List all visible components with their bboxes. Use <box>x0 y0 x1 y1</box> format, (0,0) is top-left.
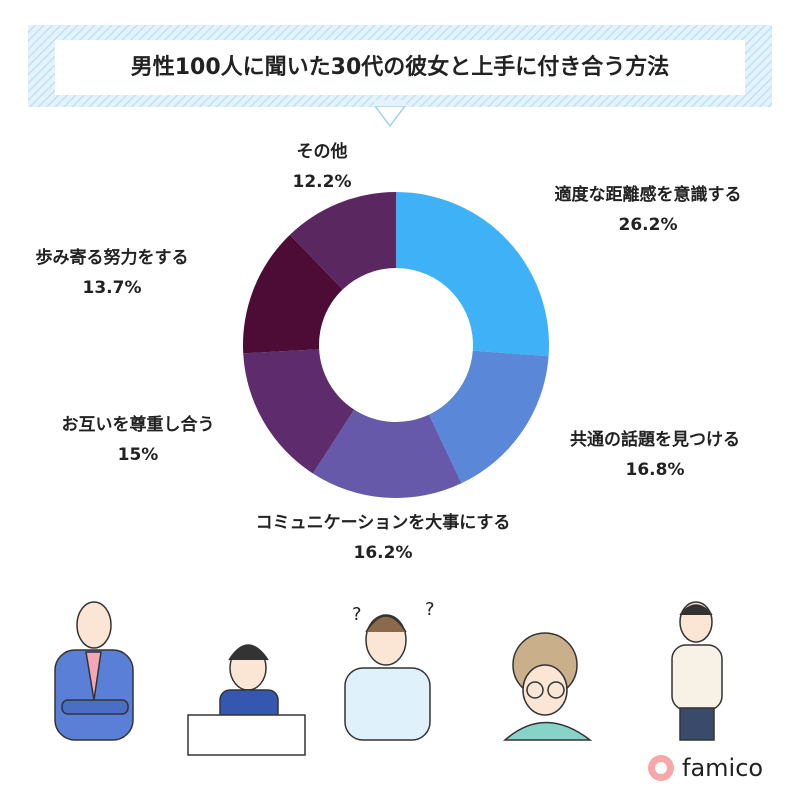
decoration: ? <box>425 599 435 620</box>
decoration: ? <box>352 604 362 625</box>
value-label: 26.2% <box>619 215 678 235</box>
category-label: コミュニケーションを大事にする <box>256 512 511 533</box>
category-label: お互いを尊重し合う <box>62 414 215 435</box>
donut-slice <box>396 192 549 357</box>
category-label: 共通の話題を見つける <box>570 429 740 450</box>
value-label: 16.2% <box>354 543 413 563</box>
donut <box>243 192 549 498</box>
donut-slice <box>312 409 462 498</box>
category-label: その他 <box>297 141 348 162</box>
labels: 適度な距離感を意識する 26.2% 共通の話題を見つける 16.8% コミュニケーション… <box>36 141 742 563</box>
donut-slice <box>289 192 396 290</box>
value-label: 13.7% <box>83 278 142 298</box>
donut-slice <box>428 350 549 484</box>
value-label: 16.8% <box>626 460 685 480</box>
donut-slice <box>243 349 355 474</box>
category-label: 適度な距離感を意識する <box>555 184 742 205</box>
value-label: 15% <box>118 445 159 465</box>
chart-title: 男性100人に聞いた30代の彼女と上手に付き合う方法 <box>131 54 670 80</box>
category-label: 歩み寄る努力をする <box>36 247 189 268</box>
brand: famico <box>682 754 763 782</box>
logo: famico <box>648 754 763 782</box>
title-banner: 男性100人に聞いた30代の彼女と上手に付き合う方法 <box>28 25 772 128</box>
illustrations: ? ? <box>54 599 723 756</box>
value-label: 12.2% <box>293 172 352 192</box>
donut-slice <box>243 234 343 354</box>
